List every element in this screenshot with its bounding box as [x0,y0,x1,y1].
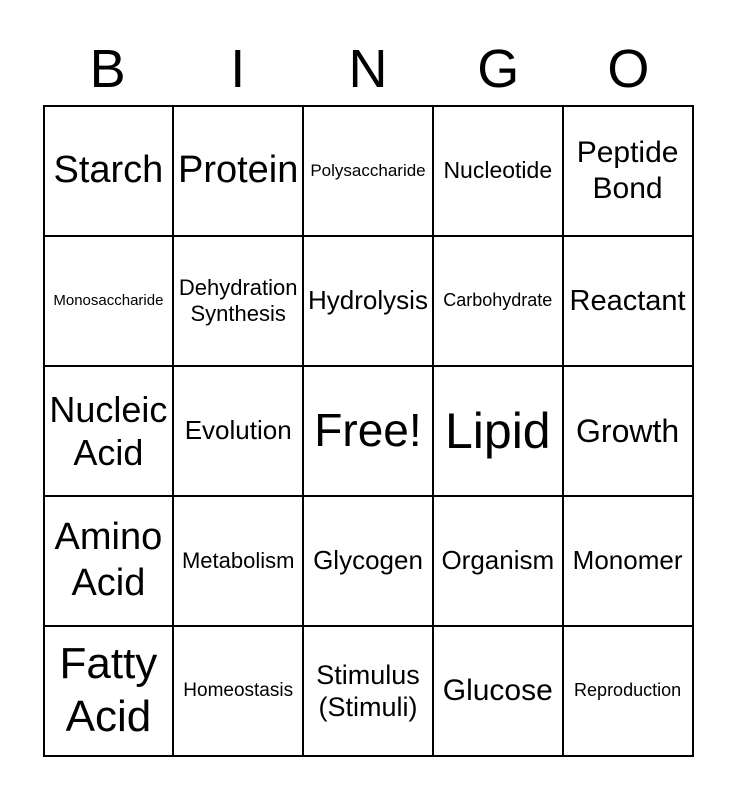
bingo-cell-nucleic-acid[interactable]: Nucleic Acid [44,367,173,495]
bingo-cell-monosaccharide[interactable]: Monosaccharide [44,237,173,365]
bingo-cell-metabolism[interactable]: Metabolism [174,497,303,625]
header-letter-o: O [607,39,650,99]
bingo-cell-lipid[interactable]: Lipid [433,367,562,495]
header-letter-b: B [89,39,126,99]
bingo-cell-nucleotide[interactable]: Nucleotide [433,107,562,235]
bingo-cell-starch[interactable]: Starch [44,107,173,235]
bingo-cell-reactant[interactable]: Reactant [563,237,692,365]
bingo-card: B I N G O Starch Protein Polysaccharide … [42,0,694,757]
bingo-cell-dehydration-synthesis[interactable]: Dehydration Synthesis [174,237,303,365]
bingo-cell-stimulus[interactable]: Stimulus (Stimuli) [304,627,432,755]
header-letter-g: G [477,39,520,99]
bingo-cell-peptide-bond[interactable]: Peptide Bond [563,107,692,235]
bingo-cell-amino-acid[interactable]: Amino Acid [44,497,173,625]
bingo-cell-homeostasis[interactable]: Homeostasis [174,627,303,755]
bingo-cell-organism[interactable]: Organism [433,497,562,625]
header-letter-i: I [230,39,246,99]
bingo-cell-evolution[interactable]: Evolution [174,367,303,495]
bingo-cell-fatty-acid[interactable]: Fatty Acid [44,627,173,755]
bingo-cell-protein[interactable]: Protein [174,107,303,235]
bingo-cell-polysaccharide[interactable]: Polysaccharide [304,107,432,235]
bingo-cell-hydrolysis[interactable]: Hydrolysis [304,237,432,365]
bingo-cell-monomer[interactable]: Monomer [563,497,692,625]
bingo-grid: Starch Protein Polysaccharide Nucleotide… [42,105,694,757]
bingo-cell-glycogen[interactable]: Glycogen [304,497,432,625]
bingo-header: B I N G O [43,0,694,105]
bingo-cell-glucose[interactable]: Glucose [433,627,562,755]
bingo-cell-free[interactable]: Free! [304,367,432,495]
bingo-cell-carbohydrate[interactable]: Carbohydrate [433,237,562,365]
bingo-cell-reproduction[interactable]: Reproduction [563,627,692,755]
bingo-cell-growth[interactable]: Growth [563,367,692,495]
header-letter-n: N [348,39,388,99]
